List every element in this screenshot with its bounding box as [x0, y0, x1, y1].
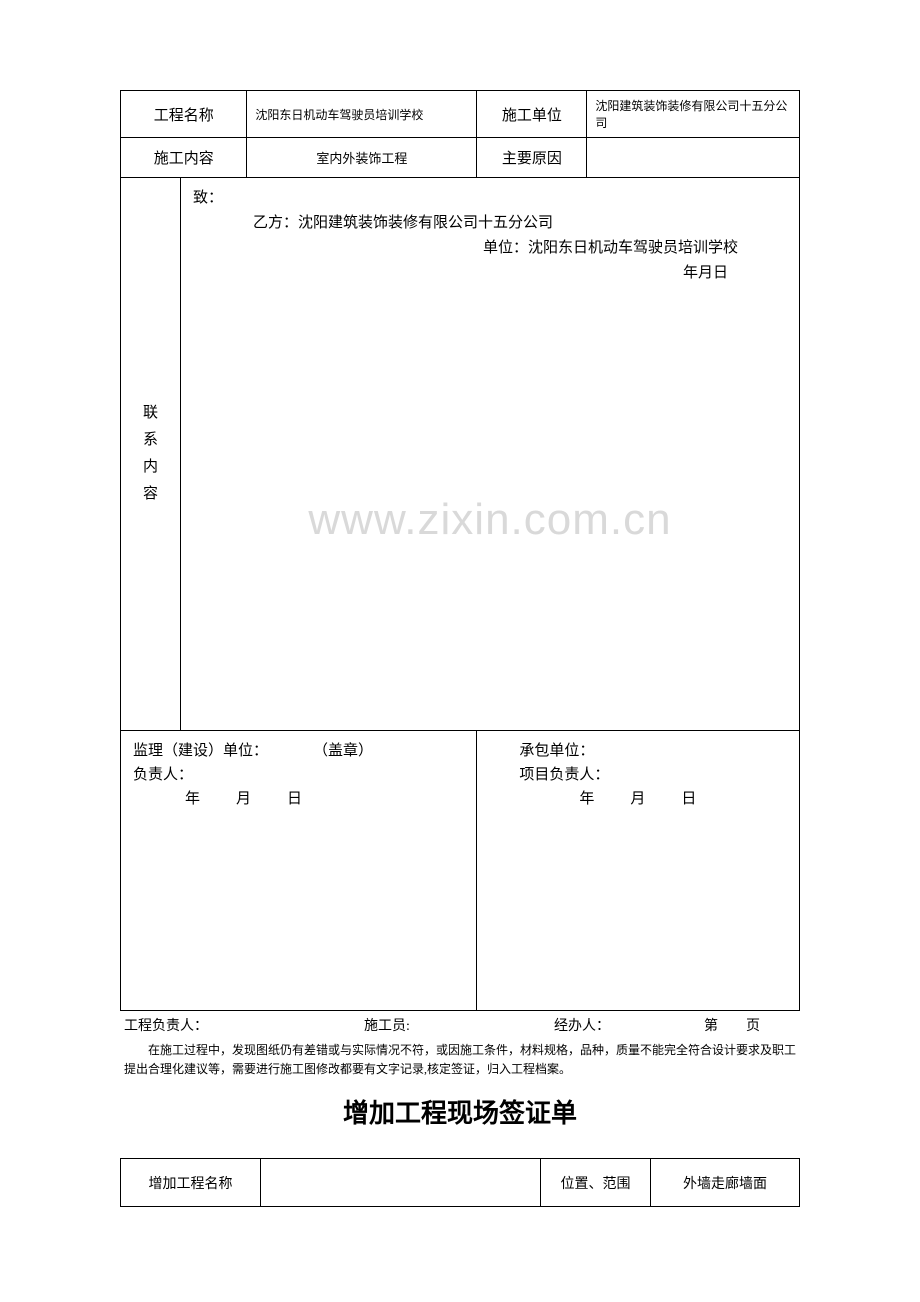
label-construction-content: 施工内容: [121, 138, 247, 178]
sig-right-line1: 承包单位：: [489, 739, 787, 763]
row-signatures: 监理（建设）单位： （盖章） 负责人： 年 月 日 承包单位： 项目负责人： 年…: [121, 731, 800, 1011]
label-construction-unit: 施工单位: [477, 91, 587, 138]
content-line-to: 致：: [193, 186, 787, 207]
label-project-name: 工程名称: [121, 91, 247, 138]
label-contact-content: 联 系 内 容: [121, 178, 181, 731]
sig-left-line1: 监理（建设）单位： （盖章）: [133, 739, 464, 763]
footer-page: 第 页: [704, 1015, 760, 1035]
footer-personnel: 工程负责人： 施工员: 经办人： 第 页: [120, 1015, 800, 1035]
row-construction-content: 施工内容 室内外装饰工程 主要原因: [121, 138, 800, 178]
label-main-reason: 主要原因: [477, 138, 587, 178]
label-additional-name: 增加工程名称: [121, 1159, 261, 1207]
title-additional-form: 增加工程现场签证单: [120, 1093, 800, 1130]
sig-right-date: 年 月 日: [489, 787, 787, 811]
row-additional-project: 增加工程名称 位置、范围 外墙走廊墙面: [121, 1159, 800, 1207]
footer-project-manager: 工程负责人：: [124, 1015, 364, 1035]
label-location-scope: 位置、范围: [541, 1159, 651, 1207]
content-line-date: 年月日: [193, 261, 787, 282]
content-body: 致： 乙方：沈阳建筑装饰装修有限公司十五分公司 单位：沈阳东日机动车驾驶员培训学…: [181, 178, 800, 731]
value-construction-content: 室内外装饰工程: [247, 138, 477, 178]
main-form-table: 工程名称 沈阳东日机动车驾驶员培训学校 施工单位 沈阳建筑装饰装修有限公司十五分…: [120, 90, 800, 1011]
content-line-unit: 单位：沈阳东日机动车驾驶员培训学校: [193, 236, 787, 257]
row-project-name: 工程名称 沈阳东日机动车驾驶员培训学校 施工单位 沈阳建筑装饰装修有限公司十五分…: [121, 91, 800, 138]
sig-left-line2: 负责人：: [133, 763, 464, 787]
value-location-scope: 外墙走廊墙面: [651, 1159, 800, 1207]
signature-right: 承包单位： 项目负责人： 年 月 日: [477, 731, 800, 1011]
explanation-text: 在施工过程中，发现图纸仍有差错或与实际情况不符，或因施工条件，材料规格，品种，质…: [120, 1041, 800, 1079]
footer-constructor: 施工员:: [364, 1015, 554, 1035]
value-project-name: 沈阳东日机动车驾驶员培训学校: [247, 91, 477, 138]
content-line-party-b: 乙方：沈阳建筑装饰装修有限公司十五分公司: [193, 211, 787, 232]
watermark-text: www.zixin.com.cn: [308, 495, 671, 545]
value-additional-name: [261, 1159, 541, 1207]
footer-handler: 经办人：: [554, 1015, 704, 1035]
additional-form-table: 增加工程名称 位置、范围 外墙走廊墙面: [120, 1158, 800, 1207]
row-content: 联 系 内 容 致： 乙方：沈阳建筑装饰装修有限公司十五分公司 单位：沈阳东日机…: [121, 178, 800, 731]
signature-left: 监理（建设）单位： （盖章） 负责人： 年 月 日: [121, 731, 477, 1011]
value-construction-unit: 沈阳建筑装饰装修有限公司十五分公司: [587, 91, 800, 138]
value-main-reason: [587, 138, 800, 178]
sig-left-date: 年 月 日: [133, 787, 464, 811]
sig-right-line2: 项目负责人：: [489, 763, 787, 787]
